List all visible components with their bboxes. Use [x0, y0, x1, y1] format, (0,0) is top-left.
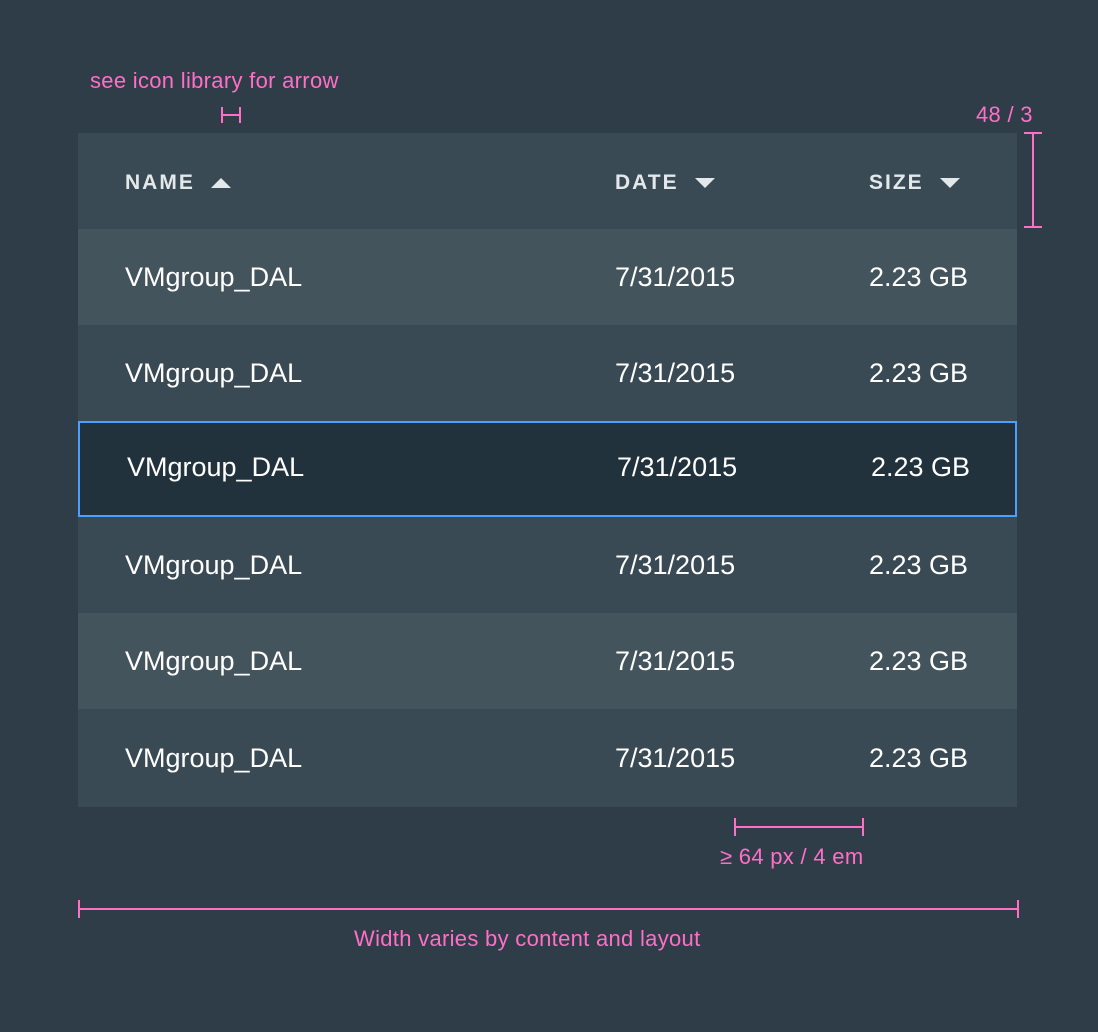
table-header-row: NAME DATE SIZE: [78, 133, 1017, 229]
table-row[interactable]: VMgroup_DAL 7/31/2015 2.23 GB: [78, 613, 1017, 709]
data-table: NAME DATE SIZE VMgroup_DAL 7/31/2015 2.2…: [78, 133, 1017, 807]
table-row[interactable]: VMgroup_DAL 7/31/2015 2.23 GB: [78, 325, 1017, 421]
column-header-date-label: DATE: [615, 171, 679, 194]
row-height-annotation-label: 48 / 3: [976, 102, 1033, 127]
date-cell: 7/31/2015: [615, 742, 736, 773]
table-row[interactable]: VMgroup_DAL 7/31/2015 2.23 GB: [78, 229, 1017, 325]
column-gap-annotation-label: ≥ 64 px / 4 em: [720, 844, 864, 869]
size-cell: 2.23 GB: [869, 261, 969, 292]
column-header-date[interactable]: DATE: [615, 135, 715, 231]
column-header-name-label: NAME: [125, 171, 195, 194]
table-row-selected[interactable]: VMgroup_DAL 7/31/2015 2.23 GB: [78, 421, 1017, 517]
size-cell: 2.23 GB: [869, 549, 969, 580]
date-cell: 7/31/2015: [615, 261, 736, 292]
size-cell: 2.23 GB: [871, 451, 971, 482]
name-cell: VMgroup_DAL: [125, 357, 303, 388]
size-cell: 2.23 GB: [869, 742, 969, 773]
column-header-name[interactable]: NAME: [125, 135, 231, 231]
size-cell: 2.23 GB: [869, 357, 969, 388]
arrow-annotation-label: see icon library for arrow: [90, 68, 339, 93]
name-cell: VMgroup_DAL: [127, 451, 305, 482]
name-cell: VMgroup_DAL: [125, 261, 303, 292]
date-cell: 7/31/2015: [615, 357, 736, 388]
column-header-size-label: SIZE: [869, 171, 924, 194]
table-row[interactable]: VMgroup_DAL 7/31/2015 2.23 GB: [78, 709, 1017, 807]
table-row[interactable]: VMgroup_DAL 7/31/2015 2.23 GB: [78, 517, 1017, 613]
sort-descending-arrow-icon[interactable]: [694, 178, 715, 188]
sort-descending-arrow-icon[interactable]: [939, 178, 960, 188]
date-cell: 7/31/2015: [615, 645, 736, 676]
width-annotation-label: Width varies by content and layout: [354, 926, 701, 951]
date-cell: 7/31/2015: [617, 451, 738, 482]
name-cell: VMgroup_DAL: [125, 549, 303, 580]
name-cell: VMgroup_DAL: [125, 645, 303, 676]
date-cell: 7/31/2015: [615, 549, 736, 580]
name-cell: VMgroup_DAL: [125, 742, 303, 773]
size-cell: 2.23 GB: [869, 645, 969, 676]
column-header-size[interactable]: SIZE: [869, 135, 960, 231]
sort-ascending-arrow-icon[interactable]: [210, 178, 231, 188]
